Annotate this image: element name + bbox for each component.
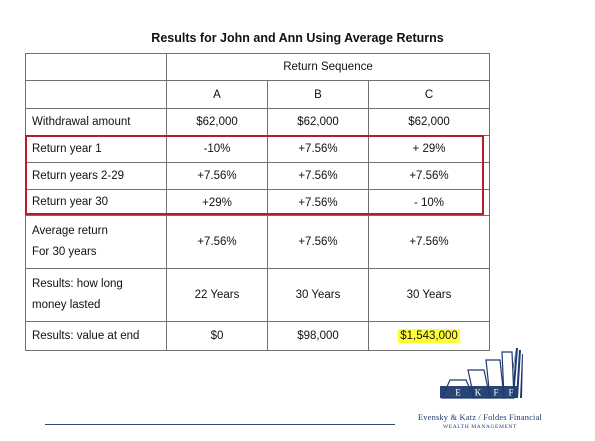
column-header-c: C — [368, 80, 490, 109]
table-row: Results: how long money lasted 22 Years … — [25, 268, 490, 322]
cell-b: +7.56% — [267, 215, 369, 269]
column-header-b: B — [267, 80, 369, 109]
cell-a: -10% — [166, 135, 268, 163]
cell-c: +7.56% — [368, 162, 490, 190]
cell-c: - 10% — [368, 189, 490, 216]
cell-a: $0 — [166, 321, 268, 351]
highlighted-end-value: $1,543,000 — [398, 329, 460, 343]
firm-subtitle: WEALTH MANAGEMENT — [442, 424, 517, 430]
cell-b: +7.56% — [267, 189, 369, 216]
cell-c: $62,000 — [368, 108, 490, 136]
header-blank-cell — [25, 80, 167, 109]
firm-name: Evensky & Katz / Foldes Financial — [417, 413, 543, 422]
logo-letter: F — [493, 388, 498, 398]
row-label: Results: how long money lasted — [25, 268, 167, 322]
cell-a: $62,000 — [166, 108, 268, 136]
cell-c: +7.56% — [368, 215, 490, 269]
cell-c: $1,543,000 — [368, 321, 490, 351]
cell-a: +7.56% — [166, 215, 268, 269]
return-sequence-header: Return Sequence — [166, 53, 490, 81]
cell-a: 22 Years — [166, 268, 268, 322]
row-label-line: Results: how long — [32, 278, 123, 290]
cell-b: +7.56% — [267, 162, 369, 190]
row-label: Return year 30 — [25, 189, 167, 216]
row-label: Withdrawal amount — [25, 108, 167, 136]
table-row: Withdrawal amount $62,000 $62,000 $62,00… — [25, 108, 490, 136]
table-column-header-row: A B C — [25, 80, 490, 109]
cell-b: $98,000 — [267, 321, 369, 351]
column-header-a: A — [166, 80, 268, 109]
row-label: Average return For 30 years — [25, 215, 167, 269]
cell-b: $62,000 — [267, 108, 369, 136]
table-row: Average return For 30 years +7.56% +7.56… — [25, 215, 490, 269]
row-label: Results: value at end — [25, 321, 167, 351]
cell-b: 30 Years — [267, 268, 369, 322]
table-row: Return years 2-29 +7.56% +7.56% +7.56% — [25, 162, 490, 190]
cell-c: + 29% — [368, 135, 490, 163]
table-row: Results: value at end $0 $98,000 $1,543,… — [25, 321, 490, 351]
page-title: Results for John and Ann Using Average R… — [151, 31, 444, 45]
row-label-line: money lasted — [32, 299, 101, 311]
cell-c: 30 Years — [368, 268, 490, 322]
row-label-line: For 30 years — [32, 246, 97, 258]
results-table: Return Sequence A B C Withdrawal amount … — [25, 53, 490, 351]
cell-a: +7.56% — [166, 162, 268, 190]
cell-b: +7.56% — [267, 135, 369, 163]
ekff-logo-icon: E K F F — [440, 348, 523, 399]
footer-rule — [45, 424, 395, 425]
table-row: Return year 30 +29% +7.56% - 10% — [25, 189, 490, 216]
logo-letter: F — [508, 388, 513, 398]
row-label: Return years 2-29 — [25, 162, 167, 190]
table-group-header-row: Return Sequence — [25, 53, 490, 81]
logo-letter: K — [475, 388, 482, 398]
logo-letter: E — [455, 388, 461, 398]
row-label: Return year 1 — [25, 135, 167, 163]
row-label-line: Average return — [32, 225, 108, 237]
header-blank-cell — [25, 53, 167, 81]
cell-a: +29% — [166, 189, 268, 216]
table-row: Return year 1 -10% +7.56% + 29% — [25, 135, 490, 163]
